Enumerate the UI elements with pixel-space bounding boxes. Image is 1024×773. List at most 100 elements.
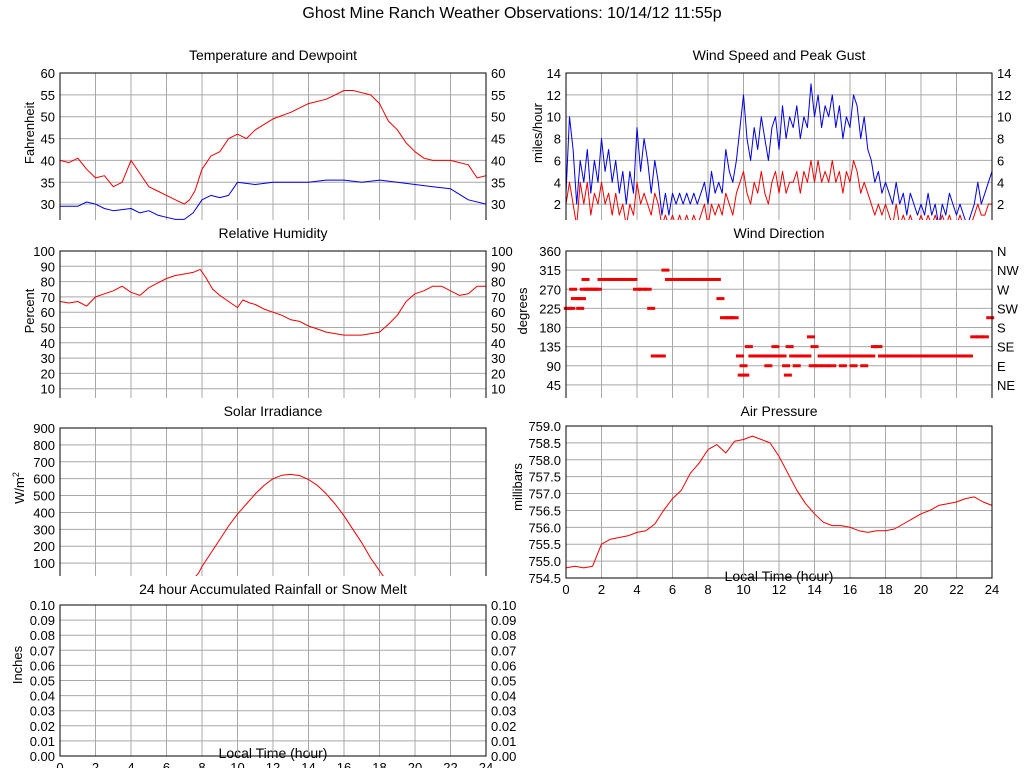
y-tick-label: 0.02 — [30, 719, 55, 734]
y-tick-label: 200 — [33, 539, 55, 554]
right-y-tick-label: 40 — [491, 153, 505, 168]
wind-direction-point — [886, 354, 895, 358]
wind-direction-point — [643, 287, 652, 291]
y-tick-label: 90 — [41, 259, 55, 274]
x-tick-label: 24 — [985, 582, 999, 596]
right-y-tick-label: 0.03 — [491, 704, 516, 719]
wind-direction-point — [964, 354, 973, 358]
wind-direction-point — [597, 277, 606, 281]
wind-direction-point — [762, 354, 771, 358]
temperature-chart: Temperature and Dewpoint Fahrenheit 0246… — [22, 47, 505, 245]
y-tick-label: 40 — [41, 336, 55, 351]
wind-direction-point — [867, 354, 876, 358]
wind-direction-point — [817, 354, 826, 358]
x-tick-label: 22 — [949, 582, 963, 596]
y-tick-label: 35 — [41, 175, 55, 190]
y-tick-label: 900 — [33, 421, 55, 436]
y-axis-label: miles/hour — [530, 102, 545, 163]
wind-direction-point — [764, 364, 773, 368]
x-tick-label: 18 — [878, 582, 892, 596]
y-tick-label: 0.07 — [30, 643, 55, 658]
right-y-tick-label: 80 — [491, 275, 505, 290]
wind-direction-point — [860, 364, 869, 368]
chart-title: Wind Speed and Peak Gust — [693, 47, 866, 63]
wind-direction-point — [874, 345, 883, 349]
compass-tick-label: N — [997, 244, 1006, 259]
y-tick-label: 800 — [33, 438, 55, 453]
wind-direction-point — [792, 364, 801, 368]
wind-direction-point — [569, 287, 578, 291]
x-tick-label: 4 — [633, 582, 640, 596]
y-axis-label: Inches — [10, 645, 25, 684]
wind-direction-point — [680, 277, 689, 281]
y-tick-label: 30 — [41, 351, 55, 366]
compass-tick-label: NE — [997, 378, 1015, 393]
chart-title: Relative Humidity — [219, 225, 328, 241]
right-y-tick-label: 10 — [491, 382, 505, 397]
wind-direction-point — [828, 364, 837, 368]
x-tick-label: 0 — [562, 582, 569, 596]
x-tick-label: 6 — [669, 582, 676, 596]
y-tick-label: 14 — [547, 66, 561, 81]
chart-title: Solar Irradiance — [224, 403, 323, 419]
x-tick-label: 10 — [736, 582, 750, 596]
wind-direction-point — [808, 364, 817, 368]
right-y-tick-label: 0.00 — [491, 749, 516, 764]
wind-direction-point — [593, 287, 602, 291]
y-tick-label: 755.5 — [528, 537, 561, 552]
y-tick-label: 360 — [539, 244, 561, 259]
series-line-red — [565, 159, 992, 227]
compass-tick-label: SW — [997, 301, 1019, 316]
y-tick-label: 100 — [33, 556, 55, 571]
wind-direction-point — [789, 354, 798, 358]
wind-direction-point — [881, 354, 890, 358]
y-tick-label: 700 — [33, 455, 55, 470]
wind-direction-point — [824, 354, 833, 358]
y-axis-label: millibars — [512, 463, 525, 511]
right-y-tick-label: 35 — [491, 175, 505, 190]
solar-panel: Solar Irradiance W/m2 024681012141618202… — [0, 396, 520, 599]
right-y-tick-label: 90 — [491, 259, 505, 274]
wind-direction-point — [814, 364, 823, 368]
x-tick-label: 6 — [163, 760, 170, 768]
right-y-tick-label: 45 — [491, 132, 505, 147]
y-tick-label: 757.0 — [528, 487, 561, 502]
compass-tick-label: W — [997, 282, 1010, 297]
right-y-tick-label: 70 — [491, 290, 505, 305]
wind-direction-point — [856, 354, 865, 358]
y-tick-label: 0.04 — [30, 689, 55, 704]
y-tick-label: 45 — [41, 132, 55, 147]
series-line-red — [565, 435, 993, 569]
wind-direction-point — [691, 277, 700, 281]
right-y-tick-label: 0.06 — [491, 658, 516, 673]
y-tick-label: 90 — [547, 359, 561, 374]
plot-frame — [565, 425, 993, 579]
right-y-tick-label: 0.08 — [491, 628, 516, 643]
wind-direction-point — [975, 335, 984, 339]
wind-direction-point — [771, 345, 780, 349]
y-tick-label: 45 — [547, 378, 561, 393]
y-tick-label: 400 — [33, 505, 55, 520]
wind-direction-point — [675, 277, 684, 281]
y-tick-label: 40 — [41, 153, 55, 168]
wind-direction-point — [778, 354, 787, 358]
wind-direction-point — [735, 354, 744, 358]
wind-direction-point — [803, 354, 812, 358]
y-axis-label: Fahrenheit — [22, 102, 37, 165]
wind-direction-point — [712, 277, 721, 281]
wind-direction-point — [661, 268, 670, 272]
wind-direction-point — [567, 306, 576, 310]
wind-direction-point — [913, 354, 922, 358]
wind-direction-point — [624, 277, 633, 281]
wind-direction-point — [716, 297, 725, 301]
x-tick-label: 20 — [408, 760, 422, 768]
compass-tick-label: SE — [997, 340, 1015, 355]
y-tick-label: 0.03 — [30, 704, 55, 719]
right-y-tick-label: 0.01 — [491, 734, 516, 749]
y-tick-label: 6 — [554, 153, 561, 168]
x-tick-label: 18 — [372, 760, 386, 768]
wind-direction-point — [806, 335, 815, 339]
rainfall-chart: 24 hour Accumulated Rainfall or Snow Mel… — [10, 581, 516, 773]
wind-speed-chart: Wind Speed and Peak Gust miles/hour 0246… — [530, 47, 1011, 245]
right-y-tick-label: 0.05 — [491, 674, 516, 689]
